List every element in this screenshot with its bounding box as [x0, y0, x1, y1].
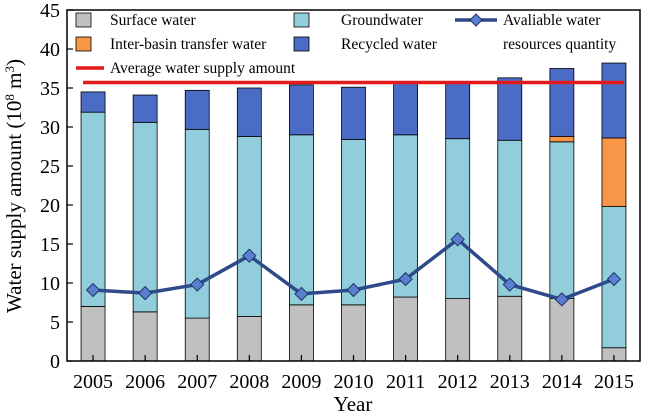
bar-surface-water-2013 [497, 295, 523, 362]
bar-inter-basin-transfer-water-2015 [601, 137, 627, 207]
y-tick-label-5: 5 [50, 312, 60, 334]
legend-swatch-inter-basin-transfer [75, 36, 92, 52]
bar-groundwater-2013 [497, 139, 523, 297]
legend-label-available-water-line2: resources quantity [503, 36, 616, 53]
bar-inter-basin-transfer-water-2014 [549, 135, 575, 143]
legend-label-groundwater: Groundwater [341, 12, 424, 29]
x-tick-label-2007: 2007 [177, 371, 217, 393]
x-tick-label-2005: 2005 [73, 371, 113, 393]
bar-recycled-water-2008 [236, 87, 262, 137]
marker-available-water-2007 [190, 277, 205, 292]
x-tick-label-2011: 2011 [386, 371, 425, 393]
bar-recycled-water-2011 [393, 81, 418, 136]
marker-available-water-2015 [606, 271, 622, 287]
bar-groundwater-2006 [132, 121, 158, 313]
x-tick-label-2009: 2009 [281, 371, 321, 393]
marker-available-water-2013 [502, 277, 517, 292]
bar-groundwater-2014 [549, 141, 575, 300]
bar-recycled-water-2013 [497, 77, 523, 141]
y-tick-label-35: 35 [40, 78, 60, 100]
bar-recycled-water-2014 [549, 68, 575, 137]
y-axis-title: Water supply amount (108 m3) [2, 59, 26, 313]
bar-groundwater-2011 [393, 134, 418, 298]
y-tick-label-0: 0 [50, 351, 60, 373]
x-tick-label-2012: 2012 [438, 371, 478, 393]
y-tick-label-40: 40 [40, 39, 60, 61]
bar-surface-water-2007 [184, 317, 210, 362]
x-tick-label-2014: 2014 [542, 371, 582, 393]
bar-recycled-water-2012 [445, 81, 471, 140]
marker-available-water-2010 [346, 282, 361, 298]
legend-swatch-surface-water [75, 12, 92, 28]
y-axis-ticks: 0 5 10 15 20 25 30 35 40 45 [40, 0, 73, 373]
bar-recycled-water-2015 [601, 62, 627, 139]
bar-groundwater-2012 [445, 138, 471, 299]
x-tick-label-2013: 2013 [490, 371, 530, 393]
bar-surface-water-2005 [80, 305, 106, 362]
marker-available-water-2008 [242, 248, 257, 263]
marker-available-water-2011 [398, 271, 413, 287]
bar-groundwater-2010 [341, 139, 366, 306]
legend-swatch-groundwater [293, 12, 310, 28]
bar-groundwater-2008 [236, 135, 262, 317]
bar-surface-water-2010 [341, 304, 366, 362]
legend-label-recycled-water: Recycled water [341, 36, 438, 53]
marker-available-water-2006 [137, 285, 153, 301]
legend-label-available-water-line1: Avaliable water [503, 12, 601, 29]
bar-groundwater-2005 [80, 111, 106, 307]
legend-label-surface-water: Surface water [110, 12, 196, 29]
bar-surface-water-2012 [445, 298, 471, 362]
y-tick-label-20: 20 [40, 195, 60, 217]
bar-surface-water-2011 [393, 296, 418, 362]
bar-surface-water-2014 [549, 298, 575, 362]
x-tick-label-2008: 2008 [229, 371, 269, 393]
legend-label-inter-basin-transfer: Inter-basin transfer water [110, 36, 267, 53]
bar-groundwater-2009 [289, 134, 314, 306]
bar-recycled-water-2009 [289, 84, 314, 136]
x-axis-title: Year [334, 392, 373, 416]
available-water-line-layer [85, 232, 622, 307]
x-tick-label-2010: 2010 [334, 371, 374, 393]
bars-layer [80, 62, 627, 362]
marker-available-water-2014 [554, 292, 570, 307]
y-tick-label-10: 10 [40, 273, 60, 295]
bar-recycled-water-2010 [341, 86, 366, 140]
y-tick-label-45: 45 [40, 0, 60, 22]
bar-recycled-water-2005 [80, 91, 106, 113]
y-tick-label-25: 25 [40, 156, 60, 178]
x-tick-label-2006: 2006 [125, 371, 165, 393]
x-axis-ticks: 2005 2006 2007 2008 2009 2010 2011 2012 2013 2014… [73, 355, 634, 393]
x-tick-label-2015: 2015 [594, 371, 634, 393]
marker-available-water-2012 [450, 232, 465, 247]
y-tick-label-15: 15 [40, 234, 60, 256]
legend: Surface water Inter-basin transfer water… [75, 12, 616, 77]
bar-surface-water-2006 [132, 311, 158, 362]
marker-available-water-2009 [294, 286, 309, 302]
marker-available-water-2005 [85, 282, 101, 298]
bar-surface-water-2008 [236, 316, 262, 362]
legend-marker-available-water [469, 13, 483, 27]
y-tick-label-30: 30 [40, 117, 60, 139]
legend-label-average-supply: Average water supply amount [110, 60, 296, 77]
bar-recycled-water-2006 [132, 94, 158, 123]
legend-swatch-recycled-water [293, 36, 310, 52]
bar-recycled-water-2007 [184, 89, 210, 130]
bar-surface-water-2009 [289, 304, 314, 362]
